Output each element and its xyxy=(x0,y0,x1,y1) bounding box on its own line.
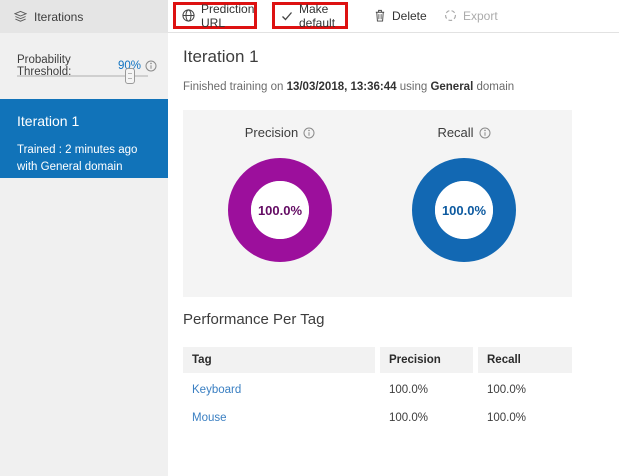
sidebar-item-iteration-1[interactable]: Iteration 1 Trained : 2 minutes ago with… xyxy=(0,99,168,178)
precision-donut-chart: 100.0% xyxy=(228,158,332,262)
threshold-slider-track[interactable] xyxy=(17,68,148,84)
precision-value: 100.0% xyxy=(251,181,309,239)
recall-label-row: Recall xyxy=(372,125,556,140)
recall-cell: 100.0% xyxy=(487,384,527,396)
make-default-button[interactable]: Make default xyxy=(272,1,348,30)
delete-button[interactable]: Delete xyxy=(368,3,433,28)
check-icon xyxy=(281,10,293,22)
export-label: Export xyxy=(463,8,498,23)
recall-cell: 100.0% xyxy=(487,412,527,424)
training-datetime: 13/03/2018, 13:36:44 xyxy=(286,81,397,93)
table-row: Mouse 100.0% 100.0% xyxy=(183,404,572,432)
iteration-item-domain: with General domain xyxy=(17,161,123,173)
metrics-panel: Precision 100.0% Recall 100.0% xyxy=(183,110,572,297)
recall-donut-chart: 100.0% xyxy=(412,158,516,262)
iterations-header: Iterations xyxy=(0,0,168,33)
performance-per-tag-title: Performance Per Tag xyxy=(183,311,325,328)
tag-link-keyboard[interactable]: Keyboard xyxy=(192,384,242,396)
column-header-recall: Recall xyxy=(478,347,572,373)
threshold-slider-handle[interactable] xyxy=(125,68,135,84)
export-button: Export xyxy=(438,3,504,28)
table-header-row: Tag Precision Recall xyxy=(183,347,572,373)
prediction-url-label: Prediction URL xyxy=(201,1,255,30)
column-header-tag: Tag xyxy=(183,347,375,373)
page-title: Iteration 1 xyxy=(183,47,259,66)
threshold-value: 90% xyxy=(117,60,141,72)
table-row: Keyboard 100.0% 100.0% xyxy=(183,376,572,404)
training-summary-prefix: Finished training on xyxy=(183,81,287,93)
info-icon[interactable] xyxy=(479,127,491,139)
globe-icon xyxy=(182,9,195,22)
info-icon[interactable] xyxy=(303,127,315,139)
iterations-header-label: Iterations xyxy=(34,9,84,24)
precision-label-row: Precision xyxy=(188,125,372,140)
delete-label: Delete xyxy=(392,8,427,23)
iteration-item-title: Iteration 1 xyxy=(17,113,80,129)
export-refresh-icon xyxy=(444,9,457,22)
training-domain: General xyxy=(430,81,474,93)
iterations-sidebar: Iterations Probability Threshold: 90% It… xyxy=(0,0,168,476)
make-default-label: Make default xyxy=(299,1,336,30)
training-summary-suffix: domain xyxy=(473,81,515,93)
precision-chart: Precision 100.0% xyxy=(188,110,372,297)
training-summary: Finished training on 13/03/2018, 13:36:4… xyxy=(183,81,514,93)
tag-link-mouse[interactable]: Mouse xyxy=(192,412,227,424)
precision-cell: 100.0% xyxy=(389,384,429,396)
recall-value: 100.0% xyxy=(435,181,493,239)
recall-chart: Recall 100.0% xyxy=(372,110,556,297)
performance-table: Tag Precision Recall Keyboard 100.0% 100… xyxy=(183,347,572,432)
precision-cell: 100.0% xyxy=(389,412,429,424)
iteration-item-trained: Trained : 2 minutes ago xyxy=(17,144,138,156)
layers-icon xyxy=(14,10,27,23)
recall-label: Recall xyxy=(437,125,474,140)
prediction-url-button[interactable]: Prediction URL xyxy=(173,1,257,30)
info-icon[interactable] xyxy=(145,60,157,72)
precision-label: Precision xyxy=(244,125,299,140)
trash-icon xyxy=(374,9,386,22)
toolbar: Prediction URL Make default Delete Expor… xyxy=(168,0,619,33)
training-summary-middle: using xyxy=(396,81,431,93)
column-header-precision: Precision xyxy=(380,347,473,373)
